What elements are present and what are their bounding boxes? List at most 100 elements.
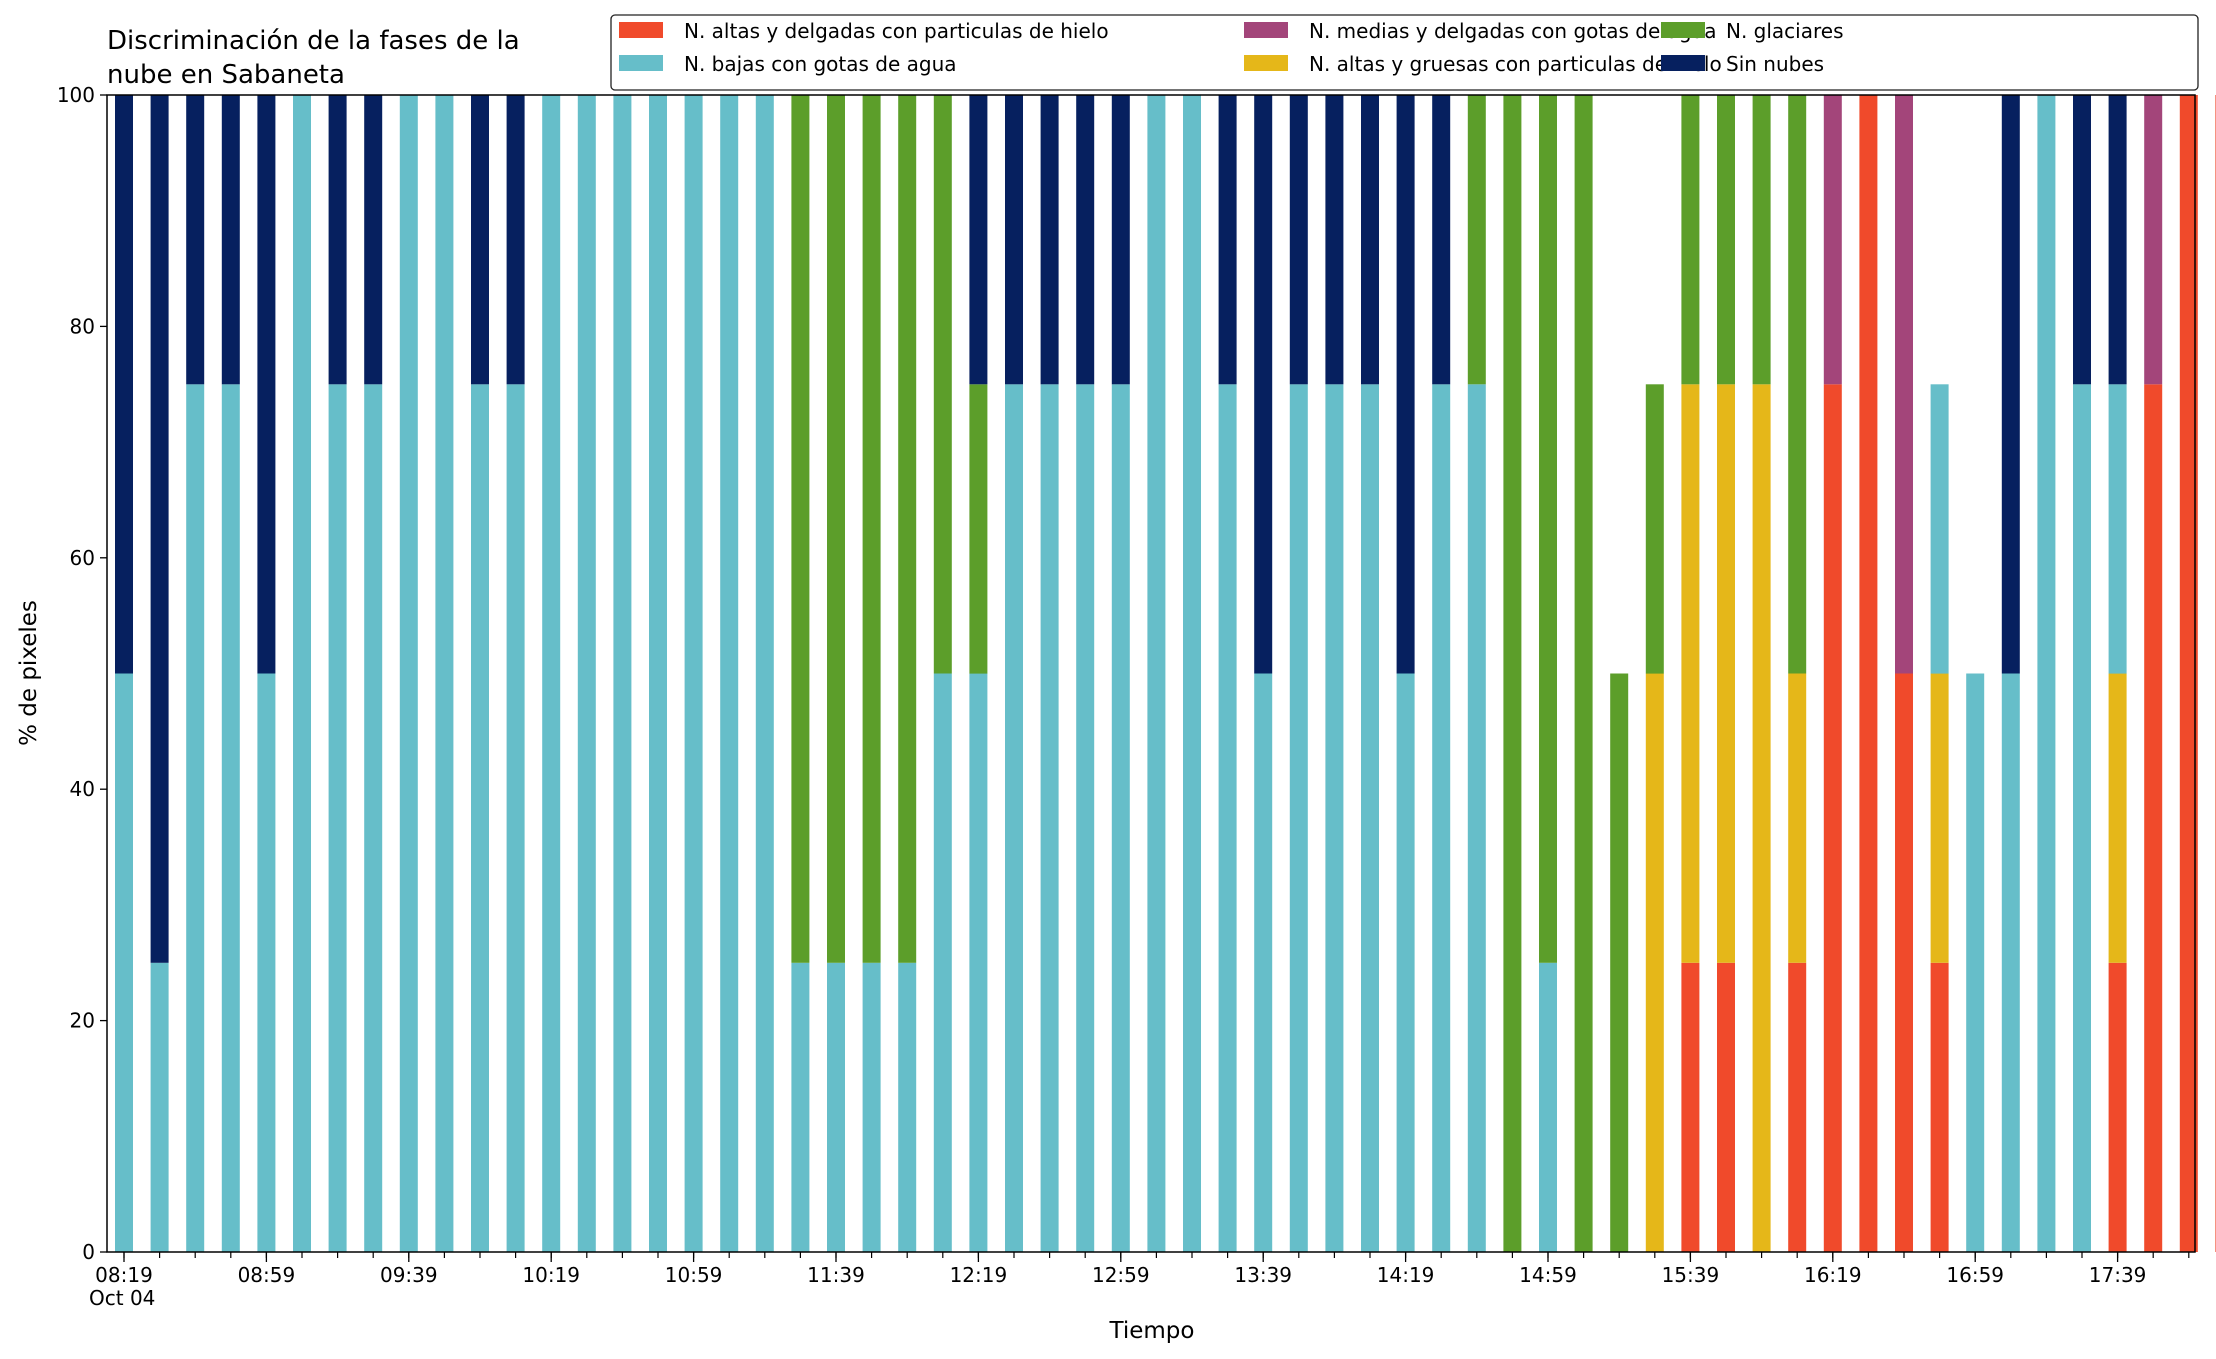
bar-segment [1503,95,1522,1252]
bar-segment [1361,384,1379,1253]
x-tick-label: 16:19 [1804,1263,1862,1287]
bar-segment [1717,962,1735,1253]
bar-segment [1396,673,1415,1252]
bar-segment [364,384,383,1253]
bar-segment [969,384,988,674]
legend-label: Sin nubes [1726,52,1824,76]
bar-segment [933,95,952,674]
bar-segment [1895,95,1913,674]
bar-segment [1325,95,1344,385]
bar-segment [186,384,205,1253]
bar-segment [1823,384,1842,1253]
x-tick-label: 12:19 [950,1263,1008,1287]
x-tick-label: 16:59 [1946,1263,2004,1287]
bar-segment [1254,95,1273,674]
bar-segment [1966,673,1985,1252]
legend-swatch [619,22,663,38]
bar-segment [1111,384,1130,1253]
bar-segment [1254,673,1273,1252]
bar-segment [2144,95,2163,385]
bar-segment [1681,384,1700,963]
bar-segment [2108,673,2127,963]
legend-label: N. altas y gruesas con particulas de hie… [1309,52,1722,76]
x-tick-label: 13:39 [1234,1263,1292,1287]
y-tick-label: 0 [82,1240,95,1264]
bar-segment [1218,384,1237,1253]
bar-segment [755,95,774,1252]
bar-segment [2179,95,2198,1252]
bar-segment [1752,384,1771,1253]
x-axis-date-label: Oct 04 [89,1286,155,1310]
bar-segment [1467,384,1486,1253]
legend-label: N. bajas con gotas de agua [684,52,957,76]
bar-segment [2001,673,2020,1252]
bar-segment [1218,95,1237,385]
bar-segment [257,95,276,674]
x-tick-label: 08:59 [238,1263,296,1287]
bar-segment [1111,95,1130,385]
legend-swatch [1244,22,1288,38]
bar-segment [613,95,632,1252]
bar-segment [328,384,347,1253]
bar-segment [2001,95,2020,674]
bar-segment [1432,384,1451,1253]
bar-segment [364,95,383,385]
legend-swatch [619,55,663,71]
bar-segment [1005,384,1023,1253]
y-tick-label: 20 [70,1009,95,1033]
chart-title-line-1: Discriminación de la fases de la [107,26,520,56]
bar-segment [471,384,489,1253]
bar-segment [506,95,525,385]
bar-segment [150,95,169,963]
x-tick-label: 08:19 [95,1263,153,1287]
bar-segment [1005,95,1023,385]
y-axis-label: % de pixeles [16,600,42,746]
legend: N. altas y delgadas con particulas de hi… [610,14,2199,91]
y-tick-label: 100 [57,83,95,107]
bar-segment [1681,95,1700,385]
bar-segment [1717,384,1735,963]
bar-segment [1183,95,1201,1252]
y-tick-label: 40 [70,777,95,801]
bar-segment [1539,962,1557,1253]
bar-segment [1040,95,1059,385]
bar-segment [1432,95,1451,385]
bar-segment [1574,95,1593,1252]
x-tick-label: 12:59 [1092,1263,1150,1287]
bar-segment [862,95,881,963]
bars-group [115,95,2216,1253]
bar-segment [2073,95,2091,385]
legend-frame [610,14,2199,91]
bar-segment [1859,95,1878,1252]
bar-segment [1147,95,1166,1252]
bar-segment [435,95,454,1252]
bar-segment [257,673,276,1252]
bar-segment [471,95,489,385]
bar-segment [1289,95,1308,385]
x-tick-label: 09:39 [380,1263,438,1287]
bar-segment [1467,95,1486,385]
y-tick-label: 60 [70,546,95,570]
legend-label: N. medias y delgadas con gotas de agua [1309,19,1717,43]
bar-segment [898,962,917,1253]
bar-segment [827,962,845,1253]
bar-segment [827,95,845,963]
x-tick-label: 14:19 [1377,1263,1435,1287]
bar-segment [1788,673,1807,963]
bar-segment [328,95,347,385]
chart-title-line-2: nube en Sabaneta [107,60,345,90]
bar-segment [2144,384,2163,1253]
bar-segment [1325,384,1344,1253]
bar-segment [1076,384,1095,1253]
bar-segment [791,95,810,963]
bar-segment [720,95,739,1252]
bar-segment [186,95,205,385]
plot-frame [106,94,2196,1253]
bar-segment [293,95,311,1252]
bar-segment [1930,962,1949,1253]
bar-segment [221,95,240,385]
bar-segment [2073,384,2091,1253]
bar-segment [1040,384,1059,1253]
